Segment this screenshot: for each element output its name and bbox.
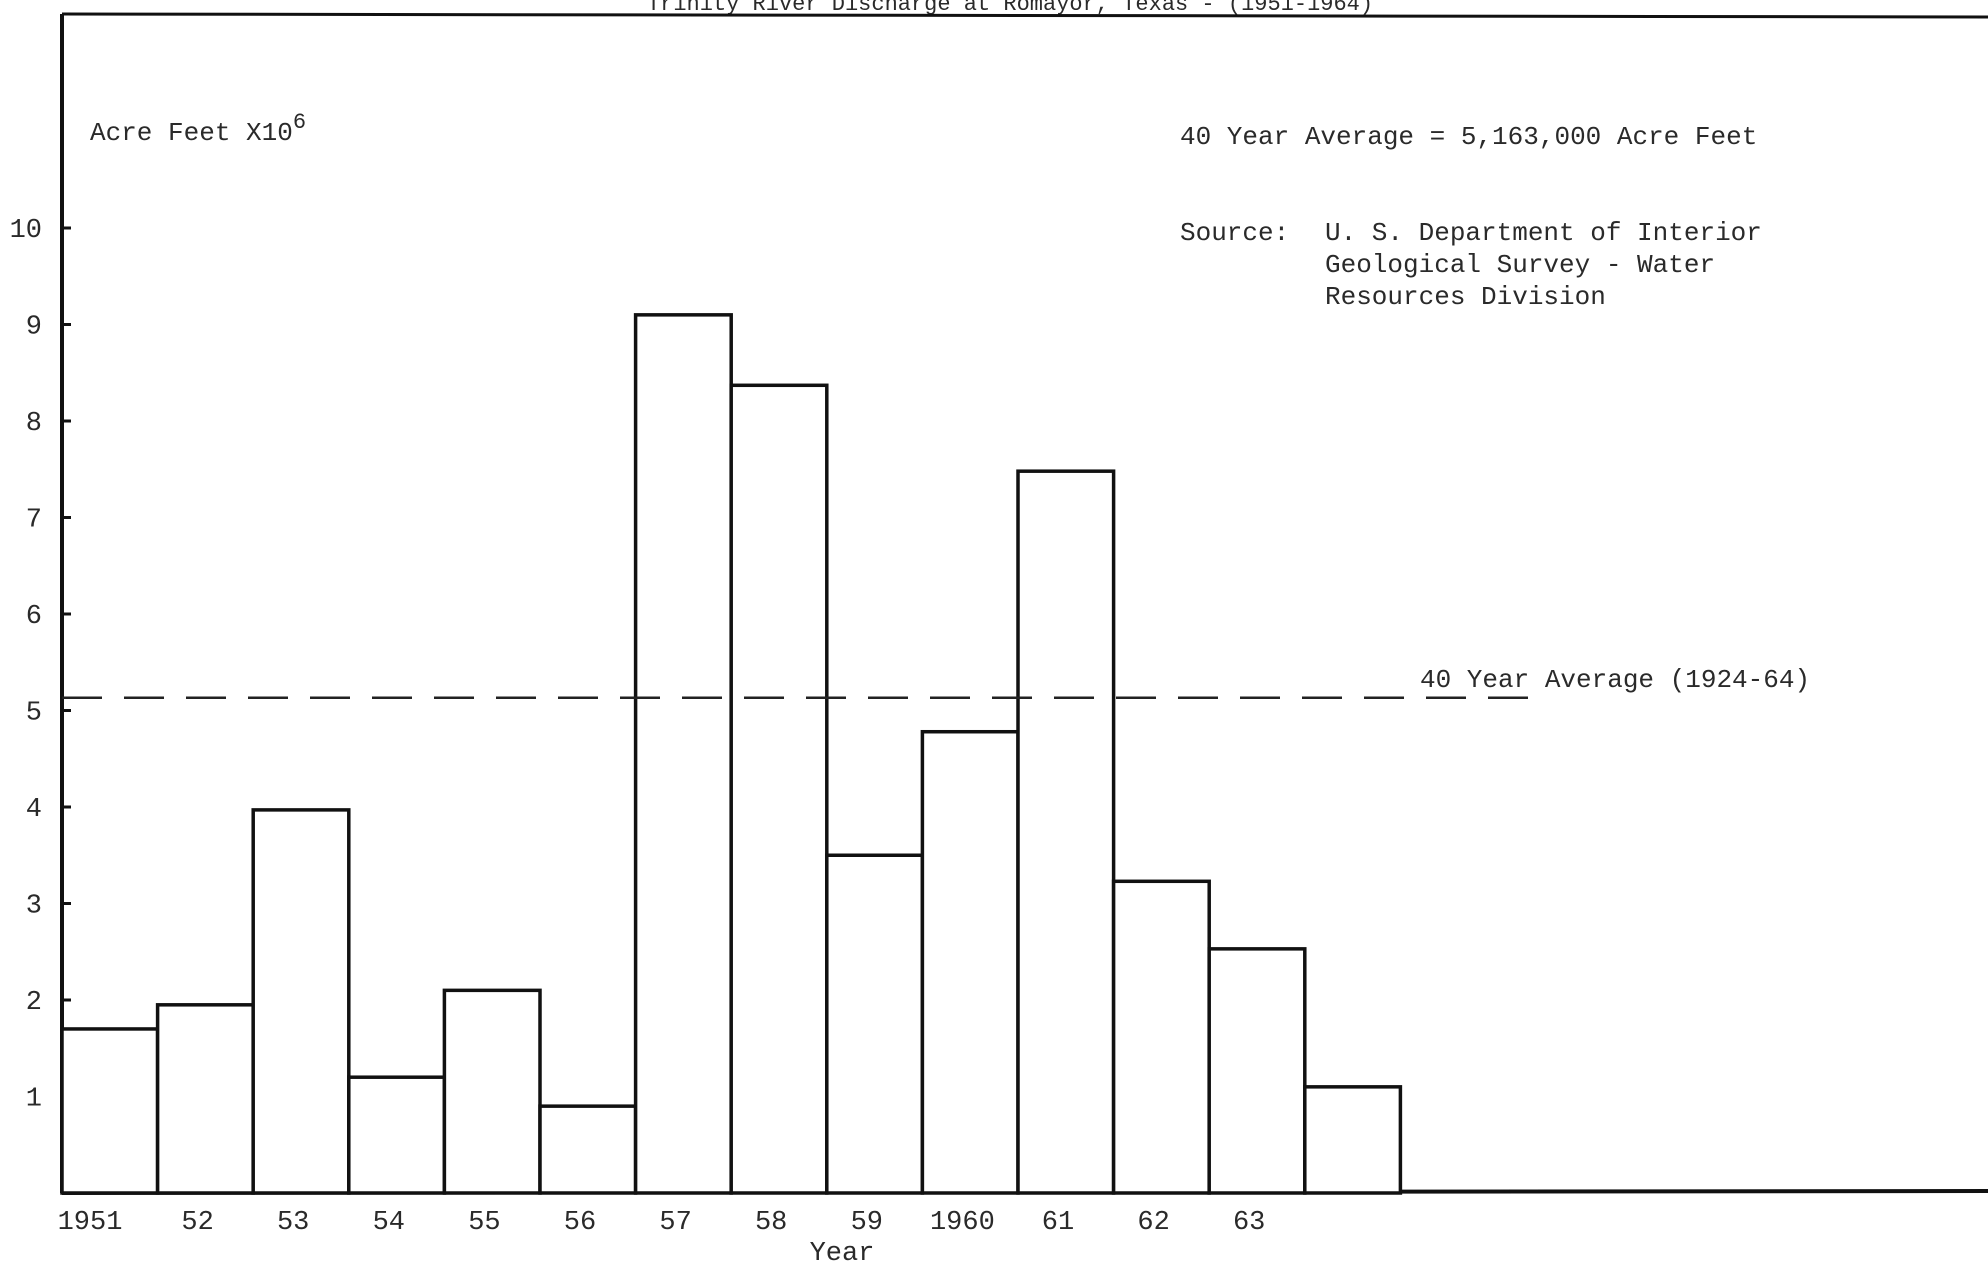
x-tick-label: 55 (468, 1208, 500, 1238)
y-tick-label: 9 (26, 313, 42, 343)
chart-title: Trinity River Discharge at Romayor, Texa… (647, 0, 1373, 17)
y-tick-label: 2 (26, 988, 42, 1018)
bar (633, 313, 733, 1195)
y-axis-label-exponent: 6 (293, 110, 306, 135)
y-tick-label: 1 (26, 1085, 42, 1115)
bar (1111, 879, 1211, 1195)
bar (1303, 1085, 1403, 1195)
x-tick-label: 53 (277, 1208, 309, 1238)
x-tick-label: 58 (755, 1208, 787, 1238)
bars (60, 313, 1403, 1195)
y-tick-label: 4 (26, 795, 42, 825)
y-tick-label: 7 (26, 506, 42, 536)
x-tick-label: 59 (851, 1208, 883, 1238)
bar (347, 1075, 447, 1195)
bar (825, 853, 925, 1195)
y-tick-label: 3 (26, 892, 42, 922)
x-tick-label: 62 (1137, 1208, 1169, 1238)
average-note: 40 Year Average = 5,163,000 Acre Feet (1180, 122, 1757, 152)
y-axis-label-base: Acre Feet X10 (90, 118, 293, 148)
bar (60, 1027, 160, 1195)
bar (251, 808, 351, 1195)
y-tick-label: 6 (26, 602, 42, 632)
x-tick-label: 52 (181, 1208, 213, 1238)
y-tick-label: 5 (26, 699, 42, 729)
y-tick-label: 8 (26, 409, 42, 439)
average-line-label: 40 Year Average (1924-64) (1420, 665, 1810, 695)
y-ticks: 1 2 3 4 5 6 7 8 9 10 (10, 216, 71, 1115)
top-border (61, 12, 1988, 19)
x-tick-label: 63 (1233, 1208, 1265, 1238)
y-tick-label: 10 (10, 216, 42, 246)
bar (155, 1003, 255, 1195)
bar (1207, 947, 1307, 1195)
source-line-3: Resources Division (1325, 282, 1606, 312)
source-label: Source: (1180, 218, 1289, 248)
x-tick-label: 1951 (58, 1208, 123, 1238)
y-axis-label: Acre Feet X106 (90, 110, 306, 148)
x-tick-label: 57 (659, 1208, 691, 1238)
bar (729, 383, 829, 1195)
x-tick-labels: 1951 52 53 54 55 56 57 58 59 1960 61 62 63 (58, 1208, 1266, 1238)
bar (442, 988, 542, 1195)
bar (1016, 469, 1116, 1195)
source-line-1: U. S. Department of Interior (1325, 218, 1762, 248)
bar (538, 1104, 638, 1195)
x-tick-label: 54 (373, 1208, 405, 1238)
x-axis-label: Year (810, 1239, 875, 1264)
bar (920, 729, 1020, 1195)
source-line-2: Geological Survey - Water (1325, 250, 1715, 280)
x-tick-label: 1960 (930, 1208, 995, 1238)
x-tick-label: 56 (564, 1208, 596, 1238)
x-tick-label: 61 (1042, 1208, 1074, 1238)
